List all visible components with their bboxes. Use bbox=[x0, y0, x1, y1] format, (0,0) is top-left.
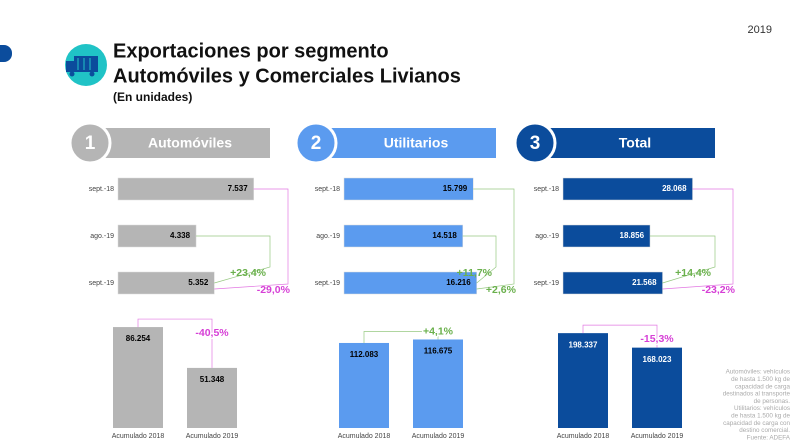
category-label: sept.-19 bbox=[534, 280, 559, 287]
category-label: Acumulado 2019 bbox=[631, 433, 684, 440]
bar bbox=[343, 177, 474, 201]
category-label: sept.-18 bbox=[89, 186, 114, 193]
bar bbox=[113, 327, 163, 428]
category-label: ago.-19 bbox=[90, 233, 114, 240]
change-label: +11,7% bbox=[457, 267, 493, 279]
category-label: sept.-19 bbox=[89, 280, 114, 287]
value-label: 7.537 bbox=[228, 184, 249, 193]
category-label: sept.-18 bbox=[534, 186, 559, 193]
panel-header bbox=[535, 128, 715, 158]
value-label: 168.023 bbox=[643, 355, 672, 364]
value-label: 16.216 bbox=[446, 278, 471, 287]
subtitle: (En unidades) bbox=[113, 90, 192, 104]
value-label: 28.068 bbox=[662, 184, 687, 193]
change-label: +14,4% bbox=[675, 267, 712, 279]
change-label: -15,3% bbox=[640, 333, 674, 345]
footnote-line: de hasta 1.500 kg de bbox=[731, 376, 790, 383]
year: 2019 bbox=[748, 24, 772, 36]
footnote-line: capacidad de carga con bbox=[723, 420, 790, 427]
value-label: 112.083 bbox=[350, 350, 379, 359]
panel-badge bbox=[294, 121, 338, 165]
panel-badge bbox=[68, 121, 112, 165]
bar bbox=[632, 347, 682, 428]
panel-header bbox=[90, 128, 270, 158]
footnote-line: Fuente: ADEFA bbox=[747, 434, 791, 441]
value-label: 18.856 bbox=[620, 231, 645, 240]
category-label: Acumulado 2019 bbox=[412, 433, 465, 440]
panel-title: Total bbox=[619, 135, 651, 151]
title-line: Exportaciones por segmento bbox=[113, 40, 389, 62]
category-label: Acumulado 2018 bbox=[338, 433, 391, 440]
footnote-line: de hasta 1.500 kg de bbox=[731, 412, 790, 419]
connector bbox=[214, 188, 289, 290]
category-label: ago.-19 bbox=[535, 233, 559, 240]
category-label: sept.-18 bbox=[315, 186, 340, 193]
category-label: ago.-19 bbox=[316, 233, 340, 240]
category-label: sept.-19 bbox=[315, 280, 340, 287]
change-label: -40,5% bbox=[195, 327, 229, 339]
title-line: Automóviles y Comerciales Livianos bbox=[113, 65, 461, 87]
bar bbox=[339, 342, 389, 428]
connector bbox=[462, 235, 497, 284]
footnote-line: destino comercial. bbox=[739, 427, 790, 434]
value-label: 86.254 bbox=[126, 334, 151, 343]
value-label: 15.799 bbox=[443, 184, 468, 193]
value-label: 51.348 bbox=[200, 375, 225, 384]
value-label: 198.337 bbox=[569, 340, 598, 349]
value-label: 4.338 bbox=[170, 231, 191, 240]
change-label: +23,4% bbox=[230, 267, 267, 279]
footnote-line: capacidad de carga bbox=[735, 383, 790, 390]
category-label: Acumulado 2019 bbox=[186, 433, 239, 440]
panel-title: Automóviles bbox=[148, 135, 232, 151]
change-label: +2,6% bbox=[486, 284, 517, 296]
value-label: 116.675 bbox=[424, 347, 453, 356]
connector bbox=[196, 235, 271, 284]
change-label: -29,0% bbox=[257, 284, 291, 296]
bar bbox=[413, 339, 463, 428]
bar bbox=[187, 367, 237, 428]
value-label: 5.352 bbox=[188, 278, 209, 287]
connector bbox=[363, 331, 439, 343]
footnote-line: Utilitarios: vehículos bbox=[734, 405, 790, 412]
bar bbox=[558, 333, 608, 428]
panel-number: 1 bbox=[85, 133, 96, 154]
footnote-line: de personas. bbox=[754, 398, 791, 405]
side-tab bbox=[0, 45, 12, 62]
value-label: 21.568 bbox=[632, 278, 657, 287]
change-label: +4,1% bbox=[423, 325, 454, 337]
connector bbox=[137, 318, 213, 368]
connector bbox=[662, 188, 734, 290]
connector bbox=[473, 188, 515, 290]
footnote-line: destinados al transporte bbox=[723, 391, 791, 398]
panel-number: 2 bbox=[311, 133, 322, 154]
footnote-line: Automóviles: vehículos bbox=[726, 369, 790, 376]
category-label: Acumulado 2018 bbox=[557, 433, 610, 440]
connector bbox=[582, 324, 658, 348]
panel-number: 3 bbox=[530, 133, 541, 154]
category-label: Acumulado 2018 bbox=[112, 433, 165, 440]
connector bbox=[650, 235, 716, 284]
panel-header bbox=[316, 128, 496, 158]
value-label: 14.518 bbox=[432, 231, 457, 240]
change-label: -23,2% bbox=[702, 284, 736, 296]
icon bbox=[65, 44, 107, 86]
panel-title: Utilitarios bbox=[384, 135, 449, 151]
panel-badge bbox=[513, 121, 557, 165]
